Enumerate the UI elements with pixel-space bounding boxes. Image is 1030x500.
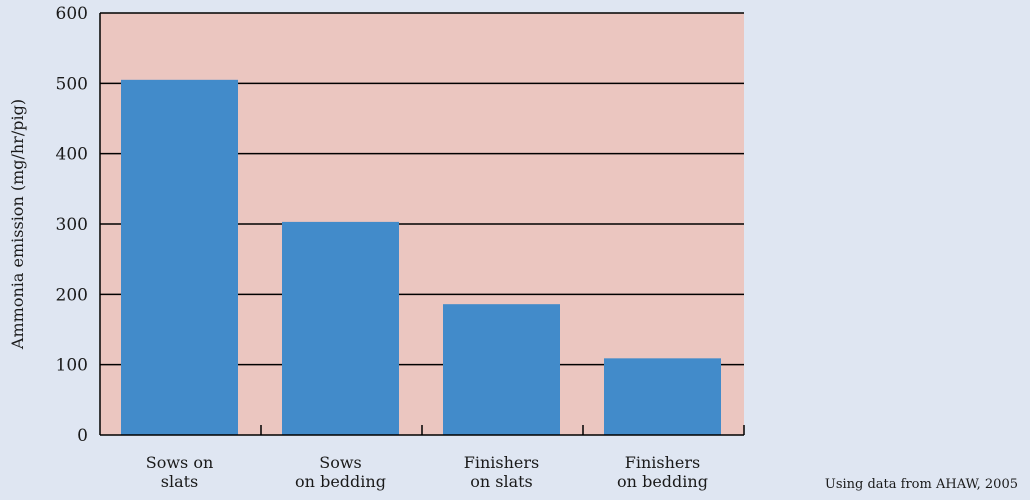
bar bbox=[282, 221, 399, 435]
x-tick-label: Sows on slats bbox=[146, 453, 214, 491]
y-tick-labels: 0 100 200 300 400 500 600 bbox=[56, 4, 88, 446]
y-axis-title: Ammonia emission (mg/hr/pig) bbox=[8, 99, 27, 350]
y-tick-label: 100 bbox=[56, 356, 88, 376]
x-tick-label: Finishers on slats bbox=[464, 453, 539, 491]
y-tick-label: 600 bbox=[56, 4, 88, 24]
y-tick-label: 500 bbox=[56, 74, 88, 94]
bar bbox=[121, 79, 238, 436]
y-tick-label: 400 bbox=[56, 145, 88, 165]
y-tick-label: 0 bbox=[77, 426, 88, 446]
x-tick-label: Sows on bedding bbox=[295, 453, 386, 491]
bar bbox=[443, 304, 560, 435]
y-tick-label: 300 bbox=[56, 215, 88, 235]
source-note: Using data from AHAW, 2005 bbox=[825, 477, 1018, 492]
axes bbox=[99, 13, 745, 436]
y-tick-label: 200 bbox=[56, 285, 88, 305]
x-tick-labels: Sows on slats Sows on bedding Finishers on sl… bbox=[146, 453, 708, 491]
bars bbox=[121, 79, 721, 436]
bar bbox=[604, 358, 721, 435]
x-tick-label: Finishers on bedding bbox=[617, 453, 708, 491]
